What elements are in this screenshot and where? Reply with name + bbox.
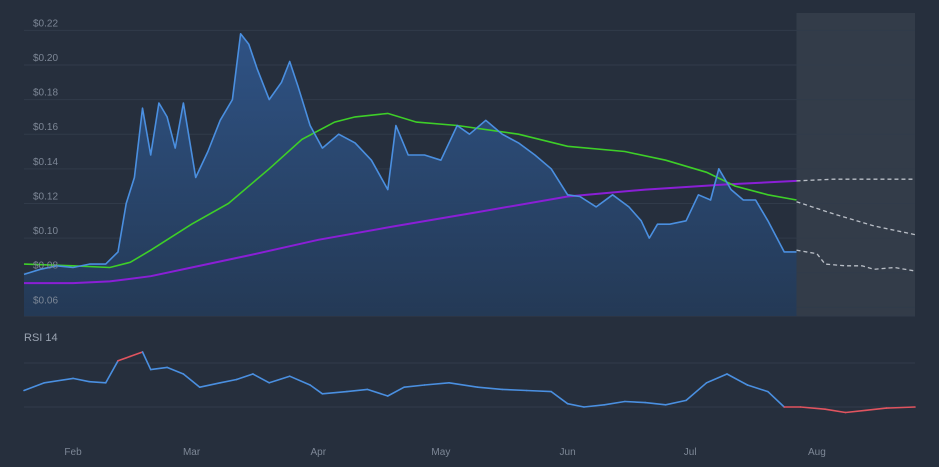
rsi-segment: [767, 390, 786, 408]
y-axis-ticks: $0.06 $0.08 $0.10 $0.12 $0.14 $0.16 $0.18 $0.20…: [33, 18, 58, 306]
x-tick-label: May: [431, 447, 450, 458]
rsi-segment: [149, 366, 168, 371]
y-tick-label: $0.12: [33, 191, 58, 202]
rsi-segment: [624, 400, 647, 404]
rsi-segment: [43, 377, 74, 384]
rsi-segment: [476, 386, 503, 391]
rsi-segment: [88, 380, 107, 384]
rsi-segment: [386, 386, 405, 397]
rsi-segment: [865, 407, 888, 412]
rsi-segment: [525, 389, 553, 393]
y-tick-label: $0.16: [33, 122, 58, 133]
forecast-lower-line: [796, 249, 916, 272]
rsi-segment: [664, 399, 687, 406]
y-tick-label: $0.06: [33, 295, 58, 306]
rsi-segment: [141, 351, 152, 371]
y-tick-label: $0.10: [33, 226, 58, 237]
rsi-segment: [726, 373, 749, 386]
rsi-segment: [198, 381, 221, 389]
rsi-segment: [423, 381, 450, 386]
rsi-segment: [309, 384, 324, 395]
forecast-upper-line: [796, 178, 915, 182]
rsi-segment: [448, 381, 479, 389]
y-tick-label: $0.20: [33, 53, 58, 64]
rsi-segment: [403, 384, 426, 389]
rsi-segment: [288, 375, 311, 386]
rsi-segment: [705, 373, 728, 384]
rsi-segment: [268, 375, 291, 384]
rsi-segment: [844, 409, 867, 414]
rsi-segment: [644, 401, 667, 406]
x-tick-label: Apr: [310, 447, 326, 458]
rsi-segment: [104, 359, 119, 384]
rsi-segment: [219, 378, 238, 384]
series-line-ma-green: [23, 112, 797, 269]
rsi-segment: [746, 384, 769, 393]
x-axis-ticks: Feb Mar Apr May Jun Jul Aug: [64, 447, 825, 458]
rsi-segment: [252, 373, 271, 384]
rsi-segment: [885, 406, 916, 409]
y-tick-label: $0.08: [33, 261, 58, 272]
rsi-segment: [166, 366, 185, 375]
x-tick-label: Jul: [684, 447, 697, 458]
x-tick-label: Mar: [183, 447, 201, 458]
rsi-segment: [550, 390, 569, 405]
y-tick-label: $0.18: [33, 88, 58, 99]
rsi-segment: [501, 388, 528, 392]
rsi-segment: [603, 400, 626, 406]
y-tick-label: $0.14: [33, 157, 58, 168]
x-tick-label: Aug: [808, 447, 826, 458]
rsi-reference-lines: [24, 362, 915, 408]
series-line-ma-purple: [24, 179, 797, 285]
rsi-segment: [235, 373, 254, 381]
rsi-segment: [366, 388, 389, 397]
rsi-line: [23, 351, 916, 414]
price-area: [24, 33, 797, 317]
x-tick-label: Feb: [64, 447, 82, 458]
rsi-segment: [129, 351, 144, 358]
rsi-segment: [685, 381, 708, 402]
rsi-segment: [583, 403, 606, 408]
rsi-segment: [824, 408, 847, 414]
forecast-band: [796, 13, 915, 316]
rsi-segment: [799, 406, 826, 411]
y-tick-label: $0.22: [33, 18, 58, 29]
rsi-segment: [182, 373, 201, 389]
rsi-segment: [72, 377, 91, 383]
rsi-segment: [321, 390, 348, 395]
rsi-title: RSI 14: [24, 332, 58, 344]
rsi-segment: [117, 355, 132, 362]
rsi-segment: [23, 381, 46, 392]
rsi-segment: [346, 388, 369, 393]
x-tick-label: Jun: [560, 447, 576, 458]
series-line-price: [23, 33, 797, 276]
rsi-segment: [566, 402, 585, 408]
